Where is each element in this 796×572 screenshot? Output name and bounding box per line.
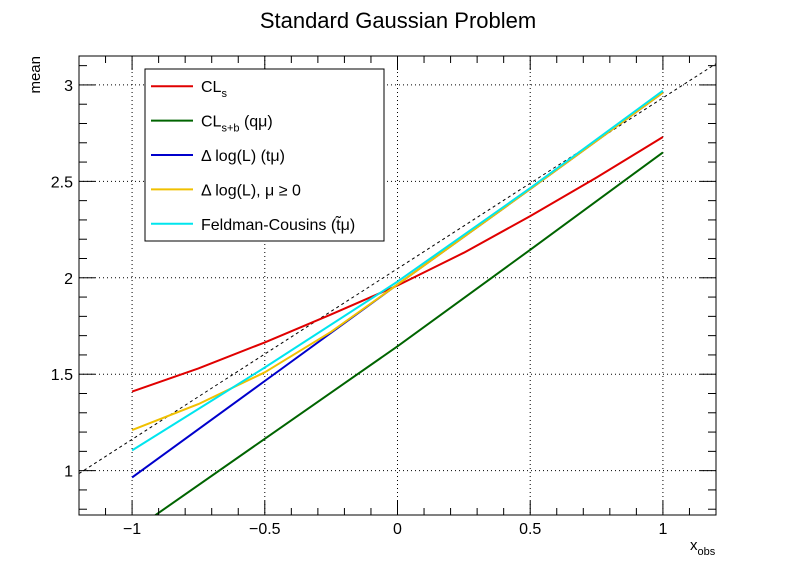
y-tick-label: 3 [64,78,73,95]
x-tick-label: −1 [123,521,141,538]
legend-label-1: CLs+b (qμ) [201,114,273,135]
legend-label-main: Δ log(L), μ ≥ 0 [201,182,301,199]
y-tick-label: 1.5 [51,367,73,384]
series-line-4 [131,89,664,452]
x-tick-label: 0.5 [519,521,541,538]
x-axis-label: xobs [690,537,716,558]
tick-group: −1 −0.5 0 0.5 1 1 1.5 2 2.5 3 [51,56,717,538]
x-tick-label: −0.5 [249,521,281,538]
series-line-1 [153,151,664,515]
y-tick-label: 2 [64,271,73,288]
x-axis-label-sub: obs [698,546,716,558]
y-tick-label: 1 [64,464,73,481]
legend-label-0: CLs [201,79,227,100]
series-group [131,89,664,515]
legend-label-suffix: (qμ) [240,114,273,131]
legend-label-3: Δ log(L), μ ≥ 0 [201,182,301,199]
x-tick-label: 0 [393,521,402,538]
chart-title: Standard Gaussian Problem [260,8,536,33]
y-axis-label: mean [27,56,44,94]
legend-label-main: Feldman-Cousins (t̃μ) [201,215,355,234]
legend-label-main: CL [201,79,222,96]
legend-label-main: Δ log(L) (tμ) [201,148,285,165]
legend-label-4: Feldman-Cousins (t̃μ) [201,215,355,234]
legend-label-sub: s+b [221,123,239,135]
x-axis-label-main: x [690,537,698,554]
legend-label-sub: s [221,88,227,100]
legend-label-main: CL [201,114,222,131]
legend-label-2: Δ log(L) (tμ) [201,148,285,165]
y-tick-label: 2.5 [51,174,73,191]
x-tick-label: 1 [658,521,667,538]
